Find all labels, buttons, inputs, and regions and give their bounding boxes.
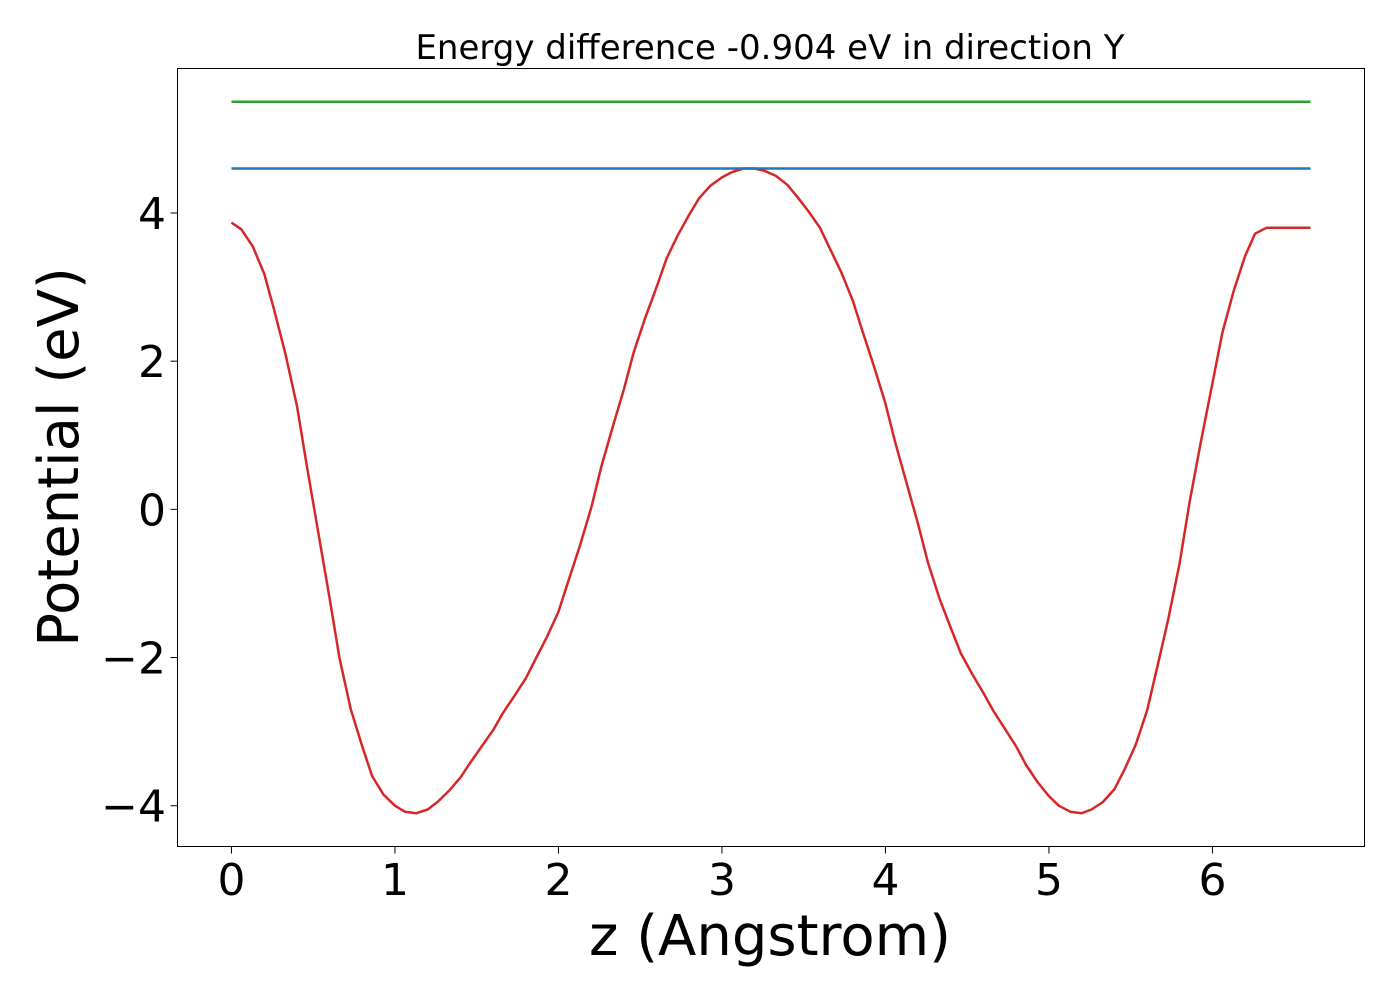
series-layer [230,100,1311,815]
y-tick-label: 4 [138,189,166,240]
x-tick-label: 4 [871,855,899,906]
y-tick-label: −4 [101,782,166,833]
y-axis-ticks: −4 −2 0 2 4 [101,189,178,833]
x-tick-label: 0 [217,855,245,906]
x-axis-label: z (Angstrom) [589,904,951,969]
x-tick-label: 6 [1198,855,1226,906]
y-tick-label: −2 [101,634,166,685]
y-tick-label: 0 [138,485,166,536]
y-axis-label: Potential (eV) [27,267,92,647]
plot-area-frame [177,68,1365,847]
x-tick-label: 2 [544,855,572,906]
chart-title: Energy difference -0.904 eV in direction… [415,28,1124,68]
x-tick-label: 3 [708,855,736,906]
x-tick-label: 5 [1035,855,1063,906]
x-axis-ticks: 0 1 2 3 4 5 6 [217,846,1226,906]
x-tick-label: 1 [381,855,409,906]
series-line-1 [230,167,1311,815]
y-tick-label: 2 [138,337,166,388]
